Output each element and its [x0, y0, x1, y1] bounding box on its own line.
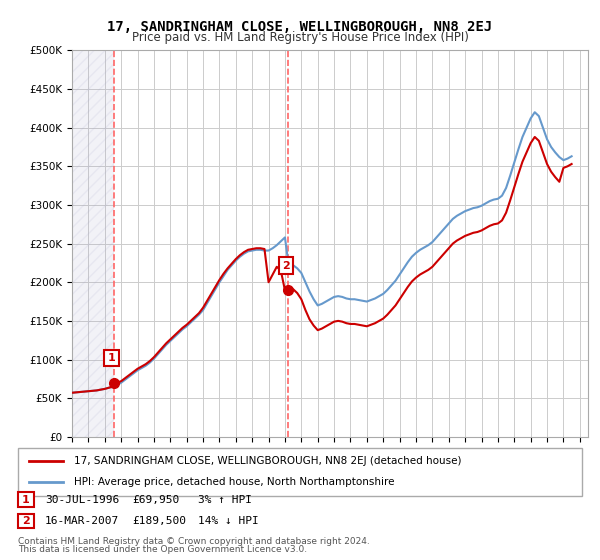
Text: 3% ↑ HPI: 3% ↑ HPI — [198, 494, 252, 505]
Text: 17, SANDRINGHAM CLOSE, WELLINGBOROUGH, NN8 2EJ: 17, SANDRINGHAM CLOSE, WELLINGBOROUGH, N… — [107, 20, 493, 34]
Text: 2: 2 — [282, 261, 290, 270]
Text: 30-JUL-1996: 30-JUL-1996 — [45, 494, 119, 505]
Text: This data is licensed under the Open Government Licence v3.0.: This data is licensed under the Open Gov… — [18, 545, 307, 554]
Text: 14% ↓ HPI: 14% ↓ HPI — [198, 516, 259, 526]
Text: 1: 1 — [22, 494, 29, 505]
Text: HPI: Average price, detached house, North Northamptonshire: HPI: Average price, detached house, Nort… — [74, 477, 395, 487]
Bar — [72, 50, 114, 437]
Text: Contains HM Land Registry data © Crown copyright and database right 2024.: Contains HM Land Registry data © Crown c… — [18, 537, 370, 546]
FancyBboxPatch shape — [18, 448, 582, 496]
Text: 1: 1 — [108, 353, 115, 363]
Text: 16-MAR-2007: 16-MAR-2007 — [45, 516, 119, 526]
Text: £69,950: £69,950 — [132, 494, 179, 505]
Text: £189,500: £189,500 — [132, 516, 186, 526]
Text: Price paid vs. HM Land Registry's House Price Index (HPI): Price paid vs. HM Land Registry's House … — [131, 31, 469, 44]
Text: 17, SANDRINGHAM CLOSE, WELLINGBOROUGH, NN8 2EJ (detached house): 17, SANDRINGHAM CLOSE, WELLINGBOROUGH, N… — [74, 456, 462, 466]
Text: 2: 2 — [22, 516, 29, 526]
